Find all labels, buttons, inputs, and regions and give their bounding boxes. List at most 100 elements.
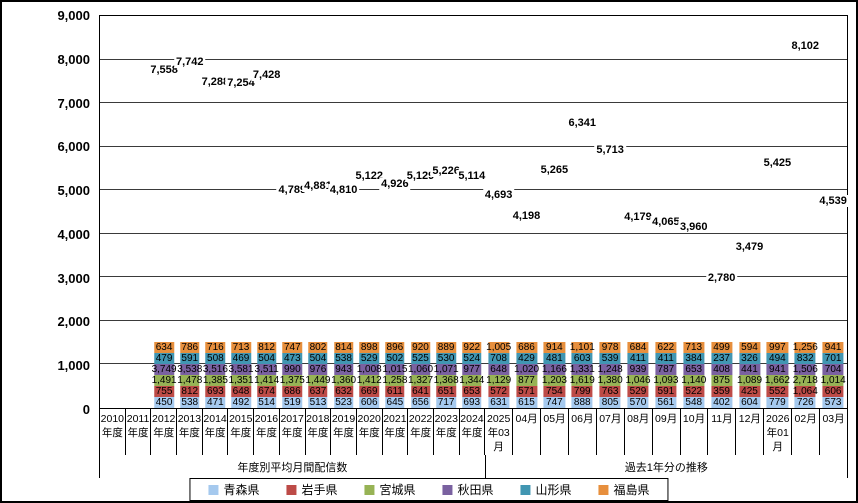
bar-column: 805 763 1,380 1,248 539 978 5,713 [594, 16, 626, 408]
segment-label: 637 [309, 386, 327, 397]
segment-label: 898 [360, 342, 378, 353]
segment-label: 529 [629, 386, 647, 397]
segment-label: 976 [309, 364, 327, 375]
segment-label: 1,046 [625, 375, 651, 386]
bar-stack: 513 637 1,449 976 504 802 [305, 342, 330, 408]
bar-segment-山形県: 508 [205, 353, 226, 364]
segment-label: 1,008 [356, 364, 382, 375]
segment-label: 1,129 [486, 375, 512, 386]
total-label: 3,479 [733, 241, 766, 254]
segment-label: 384 [685, 353, 703, 364]
segment-label: 693 [463, 397, 481, 408]
category-cell: 2023 年度 [434, 409, 460, 455]
bar-segment-岩手県: 799 [571, 386, 593, 397]
bar-column: 615 571 877 1,020 429 686 4,198 [510, 16, 543, 408]
bar-column: 779 552 1,662 941 494 997 5,425 [761, 16, 794, 408]
segment-label: 499 [713, 342, 730, 353]
axis-group-months: 2025 年03 月 04月 05月 06月 07月 08月 09月 10月 11月 12月 2026 年… [485, 409, 848, 455]
segment-label: 591 [657, 386, 675, 397]
bar-stack: 523 632 1,360 943 538 814 [331, 342, 356, 408]
bar-segment-福島県: 920 [410, 342, 431, 353]
segment-label: 606 [824, 386, 842, 397]
total-label: 5,114 [456, 170, 488, 183]
segment-label: 504 [258, 353, 275, 364]
segment-label: 530 [437, 353, 455, 364]
bar-segment-福島県: 978 [599, 342, 621, 353]
bar-segment-秋田県: 1,166 [542, 364, 567, 375]
category-label-line: 月 [772, 441, 783, 453]
total-label: 7,254 [225, 77, 257, 90]
legend-item: 福島県 [598, 481, 650, 498]
category-label-line: 03月 [822, 413, 845, 425]
y-axis-tick-label: 7,000 [57, 95, 90, 111]
segment-label: 539 [601, 353, 619, 364]
bar-segment-宮城県: 1,414 [254, 375, 279, 386]
bar-segment-宮城県: 1,385 [203, 375, 228, 386]
segment-label: 693 [207, 386, 224, 397]
segment-label: 525 [412, 353, 429, 364]
category-label-line: 04月 [515, 413, 538, 425]
segment-label: 529 [360, 353, 378, 364]
bar-stack: 492 648 1,351 3,581 469 713 [229, 342, 254, 408]
segment-label: 471 [207, 397, 224, 408]
total-label: 6,341 [566, 116, 599, 129]
category-cell: 03月 [820, 409, 848, 455]
segment-label: 481 [546, 353, 563, 364]
y-axis-tick-label: 6,000 [57, 139, 90, 155]
total-label: 7,742 [173, 55, 206, 68]
legend-item: 山形県 [520, 481, 572, 498]
segment-label: 1,478 [177, 375, 203, 386]
segment-label: 1,248 [597, 364, 623, 375]
bar-stack: 570 529 1,046 939 411 684 [625, 342, 651, 408]
segment-label: 571 [518, 386, 535, 397]
segment-label: 786 [181, 342, 199, 353]
total-label: 3,960 [678, 220, 710, 233]
bar-stack: 538 812 1,478 3,538 591 786 [177, 342, 203, 408]
bar-segment-福島県: 1,101 [570, 342, 595, 353]
plot-area: 450 755 1,491 3,749 479 634 7,558 538 812 1,478 3,… [99, 15, 849, 409]
category-label-line: 08月 [627, 413, 650, 425]
segment-label: 573 [824, 397, 842, 408]
bar-segment-岩手県: 425 [738, 386, 761, 397]
bar-segment-岩手県: 522 [683, 386, 705, 397]
bar-column: 747 754 1,203 1,166 481 914 5,265 [538, 16, 571, 408]
segment-label: 1,005 [486, 342, 512, 353]
legend-item: 青森県 [208, 481, 259, 498]
segment-label: 713 [232, 342, 250, 353]
category-cell: 2024 年度 [460, 409, 486, 455]
bar-column: 570 529 1,046 939 411 684 4,179 [622, 16, 654, 408]
category-cell: 2019 年度 [331, 409, 357, 455]
category-label-line: 2026 [766, 413, 790, 425]
segment-label: 494 [769, 353, 786, 364]
bar-segment-福島県: 713 [231, 342, 251, 353]
category-cell: 2012 年度 [151, 409, 178, 455]
bar-segment-秋田県: 1,248 [597, 364, 623, 375]
bar-segment-青森県: 604 [738, 397, 761, 408]
bar-segment-山形県: 411 [627, 353, 649, 364]
segment-label: 504 [309, 353, 327, 364]
bar-segment-青森県: 573 [822, 397, 844, 408]
legend-swatch-icon [598, 484, 609, 495]
category-label-line: 年度 [178, 427, 200, 439]
bar-segment-山形県: 411 [655, 353, 677, 364]
bar-segment-秋田県: 3,581 [229, 364, 254, 375]
bar-segment-宮城県: 1,203 [541, 375, 567, 386]
segment-label: 1,203 [541, 375, 567, 386]
segment-label: 1,412 [356, 375, 382, 386]
bar-segment-山形県: 504 [308, 353, 328, 364]
y-axis-tick-label: 9,000 [57, 8, 90, 23]
segment-label: 1,327 [407, 375, 434, 386]
bar-segment-山形県: 479 [154, 353, 174, 364]
bar-segment-岩手県: 632 [333, 386, 354, 397]
segment-label: 622 [657, 342, 675, 353]
bar-column: 450 755 1,491 3,749 479 634 7,558 [148, 16, 180, 408]
bar-column: 538 812 1,478 3,538 591 786 7,742 [173, 16, 206, 408]
segment-label: 441 [741, 364, 758, 375]
legend-swatch-icon [286, 484, 297, 495]
category-label-line: 11月 [711, 413, 733, 425]
segment-label: 922 [463, 342, 481, 353]
segment-label: 411 [630, 353, 646, 364]
category-label-line: 年度 [281, 427, 303, 439]
category-label-line: 年度 [153, 427, 175, 439]
bar-segment-福島県: 713 [683, 342, 705, 353]
